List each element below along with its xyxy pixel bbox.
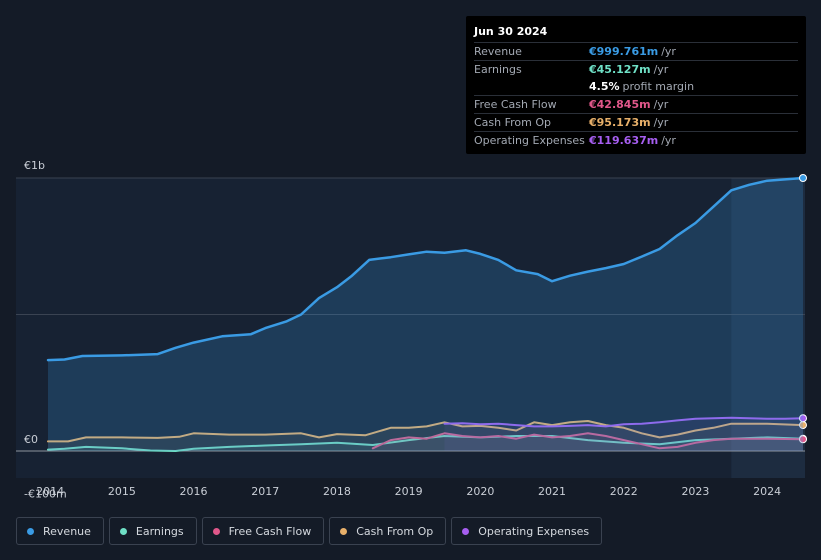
x-tick-label: 2014	[36, 485, 64, 498]
x-tick-label: 2016	[180, 485, 208, 498]
revenue-area	[48, 178, 803, 451]
tooltip-row-revenue: Revenue €999.761m /yr	[474, 42, 798, 60]
legend-dot-icon	[340, 527, 348, 535]
legend-label: Free Cash Flow	[228, 524, 312, 538]
tooltip-value: €45.127m	[589, 63, 651, 76]
tooltip-value: €999.761m	[589, 45, 659, 58]
x-tick-label: 2021	[538, 485, 566, 498]
operating-expenses-area	[444, 417, 803, 451]
cash-from-op-area	[48, 421, 803, 451]
legend-label: Earnings	[135, 524, 184, 538]
tooltip-row-operating-expenses: Operating Expenses €119.637m /yr	[474, 131, 798, 149]
tooltip-unit: /yr	[661, 45, 676, 58]
tooltip-value: €42.845m	[589, 98, 651, 111]
y-tick-label: -€100m	[24, 487, 67, 500]
legend-dot-icon	[462, 527, 470, 535]
x-axis-labels: 2014 2015 2016 2017 2018 2019 2020 2021 2022 2023…	[36, 485, 781, 498]
tooltip-row-earnings: Earnings €45.127m /yr	[474, 60, 798, 78]
tooltip-label: Earnings	[474, 63, 522, 76]
x-tick-label: 2018	[323, 485, 351, 498]
legend-label: Cash From Op	[356, 524, 434, 538]
tooltip-label	[474, 78, 589, 95]
tooltip-value: €119.637m	[589, 134, 659, 147]
legend-item-revenue[interactable]: Revenue	[16, 517, 104, 545]
tooltip-value: 4.5%	[589, 80, 620, 93]
x-tick-label: 2019	[395, 485, 423, 498]
legend-dot-icon	[212, 527, 220, 535]
highlight-band	[731, 178, 805, 478]
y-axis-labels: €1b €0 -€100m	[24, 159, 67, 500]
free-cash-flow-end-marker	[799, 435, 807, 444]
earnings-line	[47, 435, 804, 452]
x-tick-label: 2015	[108, 485, 136, 498]
tooltip-unit: /yr	[661, 134, 676, 147]
x-tick-label: 2020	[466, 485, 494, 498]
y-tick-label: €0	[24, 433, 38, 446]
tooltip-unit: /yr	[653, 63, 669, 76]
y-tick-label: €1b	[24, 159, 45, 172]
legend-item-cash-from-op[interactable]: Cash From Op	[329, 517, 447, 545]
operating-expenses-line	[443, 416, 804, 428]
tooltip-label: Cash From Op	[474, 116, 552, 129]
x-tick-label: 2023	[681, 485, 709, 498]
x-tick-label: 2024	[753, 485, 781, 498]
legend-dot-icon	[27, 527, 34, 535]
tooltip-date: Jun 30 2024	[474, 25, 548, 38]
tooltip-row-cash-from-op: Cash From Op €95.173m /yr	[474, 113, 798, 131]
tooltip-unit: /yr	[653, 116, 669, 129]
legend-item-earnings[interactable]: Earnings	[108, 517, 197, 545]
legend-item-free-cash-flow[interactable]: Free Cash Flow	[201, 517, 325, 545]
financial-history-chart: €1b €0 -€100m 2014 2015 2016 2017 2018 2019 2020…	[16, 159, 807, 500]
tooltip-unit: profit margin	[622, 80, 695, 93]
tooltip-value: €95.173m	[589, 116, 651, 129]
tooltip-row-profit-margin: 4.5% profit margin	[474, 78, 798, 95]
x-tick-label: 2017	[251, 485, 279, 498]
legend-label: Operating Expenses	[478, 524, 590, 538]
free-cash-flow-line	[371, 432, 804, 450]
revenue-line	[46, 176, 805, 362]
cash-from-op-line	[47, 420, 804, 443]
tooltip-unit: /yr	[653, 98, 669, 111]
legend-dot-icon	[119, 527, 127, 535]
tooltip-row-free-cash-flow: Free Cash Flow €42.845m /yr	[474, 95, 798, 113]
tooltip-label: Revenue	[474, 45, 522, 58]
tooltip-label: Free Cash Flow	[474, 98, 557, 111]
series-group	[46, 174, 807, 452]
chart-tooltip: Jun 30 2024 Revenue €999.761m /yr Earnin…	[466, 16, 806, 154]
legend-item-operating-expenses[interactable]: Operating Expenses	[451, 517, 603, 545]
x-tick-label: 2022	[610, 485, 638, 498]
legend-label: Revenue	[43, 524, 91, 538]
revenue-end-marker	[799, 174, 807, 182]
tooltip-label: Operating Expenses	[474, 134, 585, 147]
chart-legend: Revenue Earnings Free Cash Flow Cash Fro…	[16, 517, 603, 545]
operating-expenses-end-marker	[799, 414, 807, 423]
